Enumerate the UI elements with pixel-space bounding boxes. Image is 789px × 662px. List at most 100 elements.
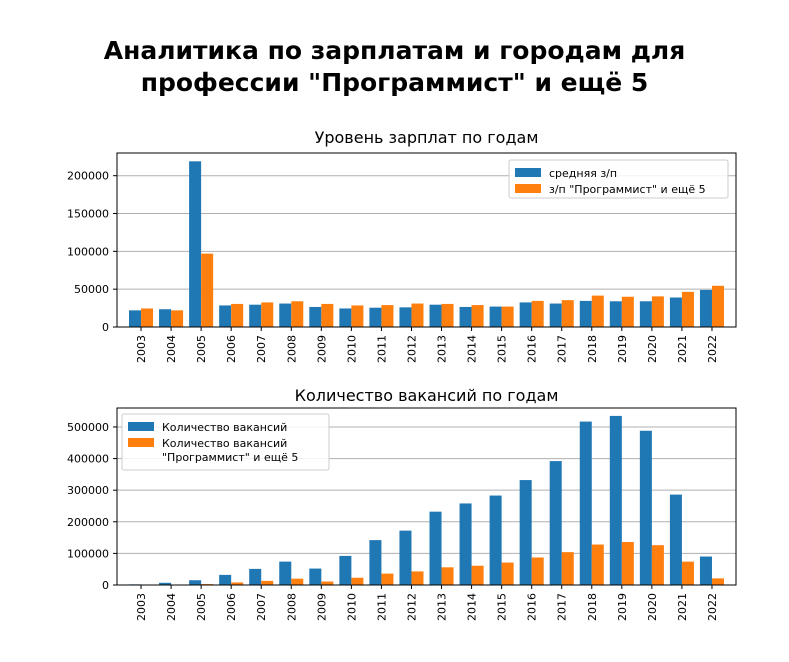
bar-series-2 (621, 542, 634, 585)
y-tick-label: 200000 (67, 170, 109, 183)
x-tick-label: 2006 (225, 335, 238, 363)
x-tick-label: 2007 (255, 593, 268, 621)
bar-series-2 (201, 253, 214, 327)
bar-series-2 (471, 305, 484, 327)
x-tick-label: 2018 (586, 335, 599, 363)
bar-series-1 (369, 307, 382, 327)
bar-series-2 (351, 577, 364, 585)
x-tick-label: 2010 (345, 335, 358, 363)
bar-series-1 (309, 306, 322, 327)
legend-label: средняя з/п (549, 167, 617, 180)
bar-series-2 (291, 578, 304, 585)
bar-series-2 (621, 296, 634, 327)
x-tick-label: 2009 (315, 335, 328, 363)
bar-series-1 (249, 568, 262, 585)
bar-series-1 (639, 301, 652, 327)
x-tick-label: 2004 (165, 335, 178, 363)
x-tick-label: 2007 (255, 335, 268, 363)
bar-series-1 (399, 307, 412, 327)
x-tick-label: 2003 (135, 593, 148, 621)
y-tick-label: 500000 (67, 421, 109, 434)
bar-series-1 (489, 495, 502, 585)
chart-title: Количество вакансий по годам (295, 386, 559, 405)
bar-series-1 (189, 580, 202, 585)
y-tick-label: 0 (102, 579, 109, 592)
bar-series-1 (459, 503, 472, 585)
legend-swatch (515, 184, 541, 193)
bar-series-1 (159, 582, 172, 585)
bar-series-1 (339, 308, 352, 327)
x-tick-label: 2003 (135, 335, 148, 363)
bar-series-1 (519, 302, 532, 327)
bar-series-2 (441, 303, 454, 327)
x-tick-label: 2011 (375, 335, 388, 363)
chart-title: Уровень зарплат по годам (315, 128, 539, 147)
bar-series-2 (561, 300, 574, 327)
bar-series-1 (219, 574, 232, 585)
bar-series-1 (639, 430, 652, 585)
x-tick-label: 2021 (676, 335, 689, 363)
bar-series-2 (321, 303, 334, 327)
x-tick-label: 2014 (466, 593, 479, 621)
x-tick-label: 2013 (436, 335, 449, 363)
bar-series-2 (171, 310, 184, 327)
legend-label: "Программист" и ещё 5 (162, 451, 298, 464)
x-tick-label: 2019 (616, 335, 629, 363)
x-tick-label: 2021 (676, 593, 689, 621)
y-tick-label: 50000 (74, 283, 109, 296)
bar-series-2 (381, 573, 394, 585)
bar-series-2 (321, 581, 334, 585)
bar-series-2 (351, 305, 364, 327)
y-tick-label: 300000 (67, 484, 109, 497)
x-tick-label: 2006 (225, 593, 238, 621)
legend-label: з/п "Программист" и ещё 5 (549, 183, 706, 196)
bar-series-1 (249, 304, 262, 327)
bar-series-1 (579, 421, 592, 585)
bar-series-1 (519, 480, 532, 585)
bar-series-1 (579, 300, 592, 327)
x-tick-label: 2004 (165, 593, 178, 621)
bar-series-1 (429, 511, 442, 585)
x-tick-label: 2009 (315, 593, 328, 621)
chart-legend: средняя з/п з/п "Программист" и ещё 5 (508, 159, 729, 199)
plot-frame (116, 407, 737, 586)
x-tick-label: 2005 (195, 593, 208, 621)
bar-series-2 (501, 562, 514, 585)
bar-series-2 (411, 571, 424, 585)
bar-series-2 (651, 545, 664, 585)
bar-series-1 (399, 530, 412, 585)
bar-series-1 (159, 309, 172, 327)
legend-box (121, 413, 330, 471)
bar-series-1 (279, 303, 292, 327)
x-tick-label: 2016 (526, 593, 539, 621)
bar-series-2 (591, 295, 604, 327)
bar-series-1 (609, 301, 622, 327)
bar-series-1 (489, 306, 502, 327)
bar-series-1 (609, 415, 622, 585)
bar-series-2 (381, 305, 394, 327)
x-tick-label: 2012 (405, 593, 418, 621)
bar-series-2 (531, 557, 544, 585)
chart-2: Количество вакансий по годам 0 100000 20000… (67, 386, 737, 621)
bar-series-2 (681, 291, 694, 327)
y-tick-label: 0 (102, 321, 109, 334)
x-tick-label: 2018 (586, 593, 599, 621)
bar-series-2 (231, 303, 244, 327)
bar-series-1 (549, 303, 562, 327)
x-tick-label: 2011 (375, 593, 388, 621)
bar-series-1 (339, 555, 352, 585)
x-tick-label: 2013 (436, 593, 449, 621)
x-tick-label: 2014 (466, 335, 479, 363)
x-tick-label: 2005 (195, 335, 208, 363)
bar-series-2 (561, 552, 574, 585)
bar-series-1 (459, 306, 472, 327)
bar-series-2 (471, 565, 484, 585)
legend-box (508, 159, 729, 199)
bar-series-2 (261, 302, 274, 327)
x-tick-label: 2015 (496, 593, 509, 621)
x-tick-label: 2010 (345, 593, 358, 621)
legend-swatch (515, 168, 541, 177)
